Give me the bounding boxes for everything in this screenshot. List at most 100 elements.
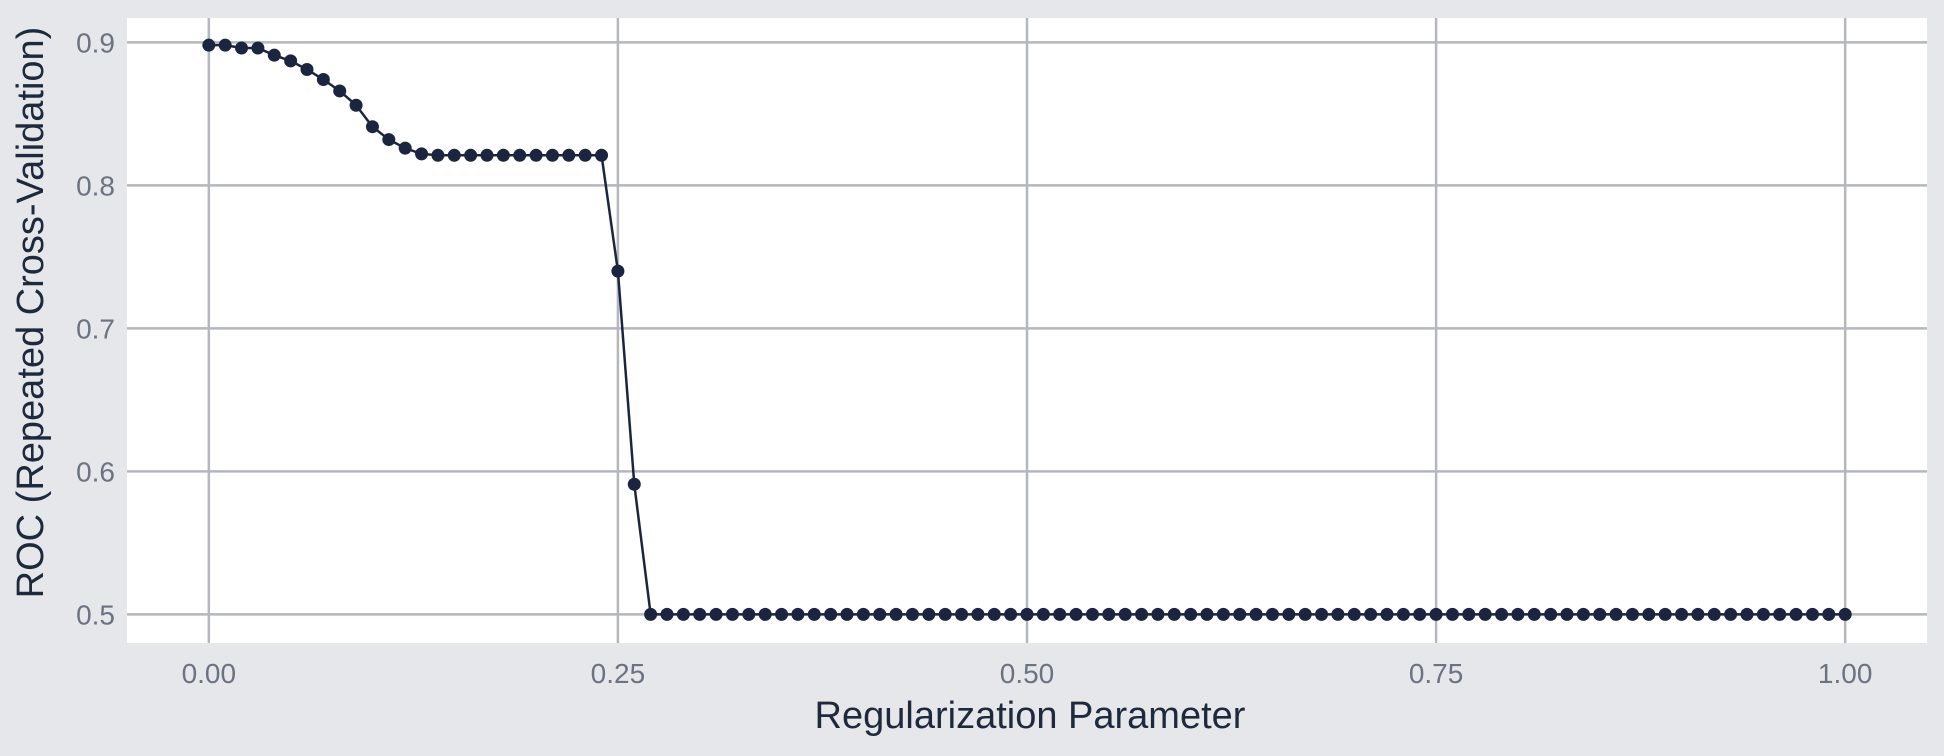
data-point [1331,607,1345,621]
data-point [856,607,870,621]
x-tick-label: 0.00 [182,658,237,689]
data-point [889,607,903,621]
data-point [1593,607,1607,621]
data-point [1298,607,1312,621]
data-point [1822,607,1836,621]
data-point [398,141,412,155]
data-point [1756,607,1770,621]
data-point [1200,607,1214,621]
data-point [676,607,690,621]
data-point [1675,607,1689,621]
data-point [1347,607,1361,621]
data-point [1625,607,1639,621]
data-point [709,607,723,621]
data-point [349,98,363,112]
data-point [1135,607,1149,621]
data-point [987,607,1001,621]
data-point [1445,607,1459,621]
data-point [1740,607,1754,621]
data-point [1069,607,1083,621]
data-point [1609,607,1623,621]
data-point [1658,607,1672,621]
data-point [1233,607,1247,621]
data-point [1282,607,1296,621]
data-point [365,120,379,134]
data-point [1085,607,1099,621]
data-point [1462,607,1476,621]
data-point [1511,607,1525,621]
data-point [1789,607,1803,621]
data-point [1724,607,1738,621]
data-point [758,607,772,621]
data-point [545,148,559,162]
data-point [235,41,249,55]
data-point [1478,607,1492,621]
series-group [202,38,1852,621]
data-point [1020,607,1034,621]
data-point [1527,607,1541,621]
data-point [955,607,969,621]
y-tick-label: 0.8 [76,170,115,201]
data-point [513,148,527,162]
data-point [415,147,429,161]
data-point [644,607,658,621]
data-point [1364,607,1378,621]
data-point [1118,607,1132,621]
data-point [905,607,919,621]
data-point [333,84,347,98]
data-point [1036,607,1050,621]
data-point [1053,607,1067,621]
data-point [316,72,330,86]
data-point [742,607,756,621]
y-tick-label: 0.6 [76,456,115,487]
y-axis-title: ROC (Repeated Cross-Validation) [10,27,52,599]
data-point [1184,607,1198,621]
data-point [1691,607,1705,621]
data-point [1249,607,1263,621]
y-tick-label: 0.7 [76,313,115,344]
x-tick-label: 0.75 [1409,658,1464,689]
x-axis-title: Regularization Parameter [815,695,1246,737]
data-point [775,607,789,621]
data-point [1805,607,1819,621]
data-point [840,607,854,621]
data-point [1576,607,1590,621]
x-tick-label: 0.50 [1000,658,1055,689]
data-point [693,607,707,621]
data-point [251,41,265,55]
data-point [1265,607,1279,621]
data-point [1380,607,1394,621]
x-tick-label: 0.25 [591,658,646,689]
data-point [202,38,216,52]
data-point [382,133,396,147]
data-point [807,607,821,621]
data-point [873,607,887,621]
data-point [1838,607,1852,621]
data-point [1544,607,1558,621]
data-point [562,148,576,162]
data-point [1004,607,1018,621]
data-point [267,48,281,62]
data-point [1560,607,1574,621]
data-point [529,148,543,162]
data-point [578,148,592,162]
data-point [480,148,494,162]
data-point [300,62,314,76]
data-point [938,607,952,621]
data-point [496,148,510,162]
data-point [284,54,298,68]
data-point [1396,607,1410,621]
data-point [431,148,445,162]
data-point [1707,607,1721,621]
data-point [725,607,739,621]
data-point [1413,607,1427,621]
data-point [611,264,625,278]
data-point [464,148,478,162]
data-point [1315,607,1329,621]
data-point [1773,607,1787,621]
data-point [971,607,985,621]
data-point [1429,607,1443,621]
data-point [922,607,936,621]
